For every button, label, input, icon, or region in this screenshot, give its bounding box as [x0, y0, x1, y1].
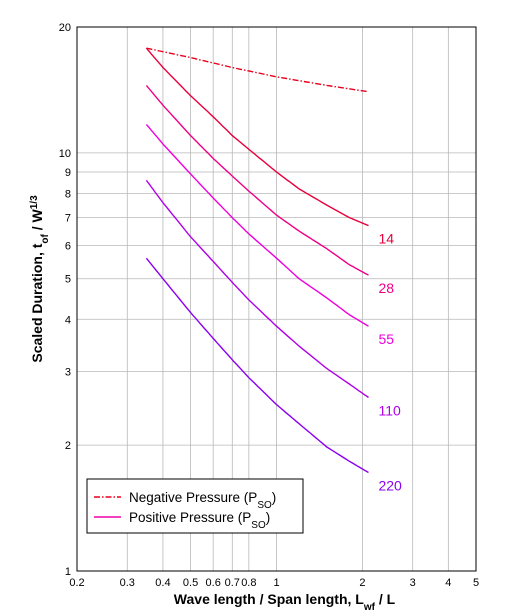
x-tick-label: 2: [359, 577, 365, 589]
y-tick-label: 3: [65, 367, 71, 379]
plot-frame: [76, 26, 477, 572]
curve-label-55: 55: [378, 331, 394, 347]
tick-labels: 0.2 0.3 0.4 0.5 0.6 0.7 0.8 1 2 3 4 5 1 2 3 4 5 6 7 8 9 10 20: [59, 22, 479, 589]
y-title-mid: / W: [29, 208, 45, 234]
curve-label-14: 14: [378, 231, 394, 247]
series-line-220: [145, 257, 369, 474]
curve-label-28: 28: [378, 280, 394, 296]
legend-label-subscript: SO: [257, 500, 272, 511]
series-line-28: [145, 84, 369, 276]
x-tick-label: 1: [273, 577, 279, 589]
series-line-110: [145, 179, 369, 399]
y-axis-title: Scaled Duration, tof / W1/3: [29, 195, 51, 363]
x-tick-label: 0.2: [69, 577, 84, 589]
legend-label-tail: ): [266, 510, 271, 525]
y-tick-label: 2: [65, 440, 71, 452]
series-line-14: [145, 47, 369, 227]
x-tick-label: 0.7: [225, 577, 240, 589]
x-tick-label: 0.3: [120, 577, 135, 589]
y-tick-label: 7: [65, 213, 71, 225]
legend-label-tail: ): [272, 490, 277, 505]
x-tick-label: 0.4: [155, 577, 170, 589]
legend-label-subscript: SO: [251, 520, 266, 531]
x-tick-label: 3: [410, 577, 416, 589]
y-title-superscript: 1/3: [29, 195, 40, 209]
x-tick-label: 5: [473, 577, 479, 589]
x-tick-label: 0.8: [241, 577, 256, 589]
y-tick-label: 8: [65, 188, 71, 200]
x-title-tail: / L: [375, 591, 396, 607]
y-tick-label: 10: [59, 148, 71, 160]
legend-box: [86, 478, 304, 534]
x-tick-label: 0.5: [183, 577, 198, 589]
series-line-negative-pressure: [146, 47, 369, 93]
y-tick-label: 9: [65, 167, 71, 179]
y-title-subscript: of: [40, 234, 51, 244]
x-tick-label: 0.6: [206, 577, 221, 589]
y-tick-label: 1: [65, 566, 71, 578]
y-tick-label: 4: [65, 314, 71, 326]
y-tick-label: 5: [65, 274, 71, 286]
y-tick-label: 6: [65, 241, 71, 253]
x-axis-title: Wave length / Span length, Lwf / L: [174, 591, 396, 613]
curve-label-110: 110: [378, 402, 401, 418]
legend: Negative Pressure (PSO)Positive Pressure…: [86, 478, 304, 534]
series-line-55: [145, 123, 369, 327]
series-lines: [145, 47, 369, 474]
curve-label-220: 220: [378, 478, 402, 494]
curve-labels: 14 28 55 110 220: [378, 231, 402, 494]
x-tick-label: 4: [445, 577, 451, 589]
x-title-subscript: wf: [363, 602, 376, 613]
y-tick-label: 20: [59, 22, 71, 34]
